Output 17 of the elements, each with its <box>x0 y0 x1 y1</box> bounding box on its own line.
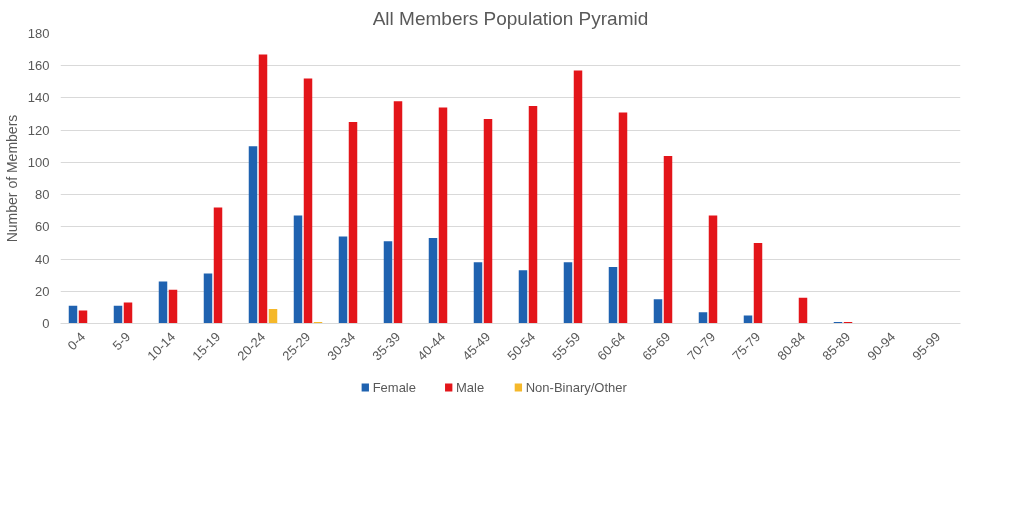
y-tick-label: 180 <box>27 26 50 41</box>
x-tick-label: 5-9 <box>109 329 134 354</box>
y-tick-label: 160 <box>27 58 50 74</box>
y-tick-label: 60 <box>35 219 50 235</box>
y-tick-label: 120 <box>27 122 50 138</box>
chart-title: All Members Population Pyramid <box>372 7 649 29</box>
y-axis-title: Number of Members <box>3 114 20 243</box>
legend-label: Male <box>456 380 485 395</box>
y-tick-label: 80 <box>35 187 50 203</box>
y-tick-label: 40 <box>35 251 50 267</box>
y-tick-label: 140 <box>27 90 50 106</box>
y-tick-label: 0 <box>42 316 50 331</box>
y-tick-label: 20 <box>35 283 50 299</box>
legend-label: Female <box>372 380 416 395</box>
legend-label: Non-Binary/Other <box>525 380 628 395</box>
x-tick-label: 0-4 <box>64 329 89 354</box>
y-tick-label: 100 <box>27 154 50 170</box>
